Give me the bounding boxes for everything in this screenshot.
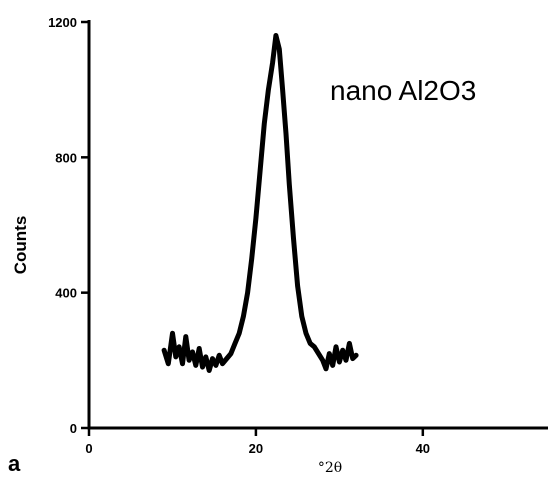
ticks: 0 400 800 1200 0 20 40 [48,15,430,456]
x-axis-title: °2θ [318,460,342,476]
panel-label: a [8,451,21,476]
y-tick-label: 0 [70,421,77,436]
y-axis-title: Counts [11,216,30,275]
y-tick-label: 1200 [48,15,77,30]
x-tick-label: 0 [85,441,92,456]
sample-annotation: nano Al2O3 [330,75,476,106]
x-tick-label: 20 [249,441,263,456]
axes [87,20,548,430]
y-tick-label: 800 [55,150,77,165]
diffraction-series-line [161,33,359,373]
y-tick-label: 400 [55,286,77,301]
series-group [161,33,359,373]
x-tick-label: 40 [416,441,430,456]
